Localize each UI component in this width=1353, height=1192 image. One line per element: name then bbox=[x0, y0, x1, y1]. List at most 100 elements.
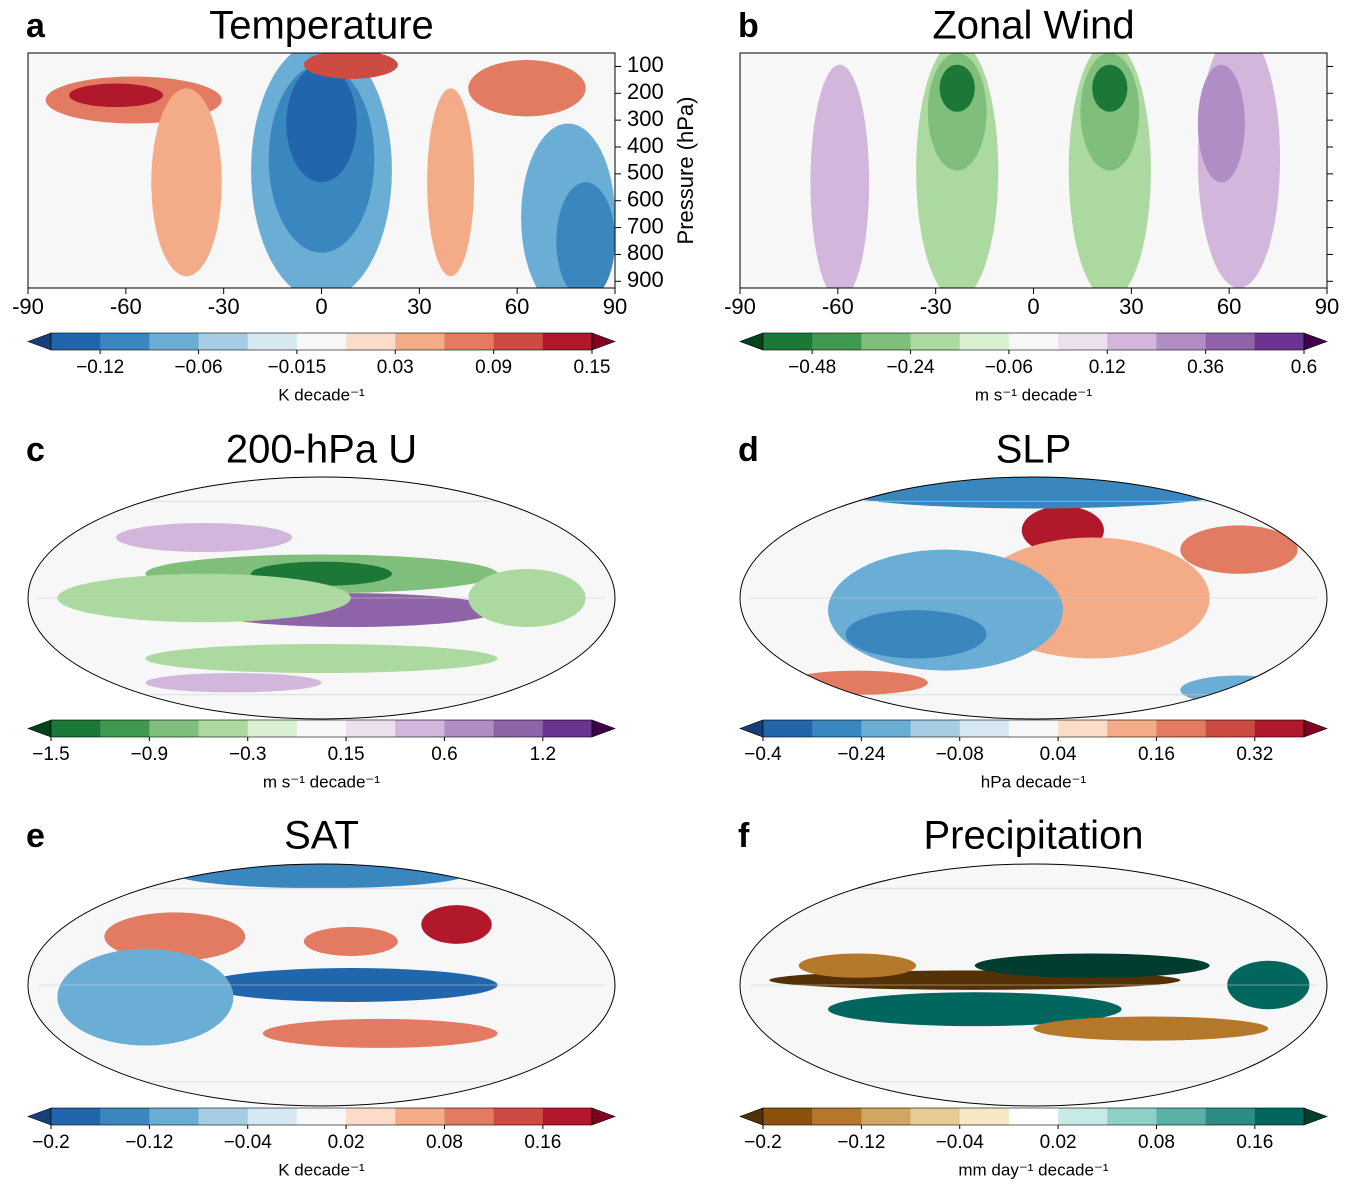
colorbar-segment bbox=[1254, 720, 1305, 737]
colorbar-extend-high bbox=[1303, 1107, 1328, 1126]
panel: c 200-hPa U −1.5 −0.9 −0.3 0.15 0.6 1.2 m s⁻¹ de… bbox=[26, 428, 616, 791]
field bbox=[740, 53, 1327, 288]
colorbar-tick-label: 0.04 bbox=[1040, 744, 1077, 765]
field-shading bbox=[286, 64, 357, 183]
colorbar-segment bbox=[444, 333, 495, 350]
colorbar-segment bbox=[149, 333, 200, 350]
x-tick-label: 60 bbox=[1217, 294, 1241, 319]
field-shading bbox=[421, 905, 492, 944]
field-shading bbox=[468, 60, 586, 117]
panel: b Zonal Wind -90 -60 -30 0 30 60 90 −0.48 −0.24 −0.… bbox=[724, 4, 1339, 405]
colorbar-extend-high bbox=[591, 719, 616, 738]
field-shading bbox=[151, 88, 222, 277]
field-shading bbox=[1092, 64, 1128, 112]
field-shading bbox=[262, 1018, 498, 1048]
map-outline bbox=[739, 476, 1328, 720]
colorbar-tick-label: −0.24 bbox=[837, 744, 886, 765]
colorbar-segment bbox=[395, 720, 445, 737]
colorbar-segment bbox=[100, 333, 150, 350]
colorbar-tick-label: −0.4 bbox=[744, 744, 782, 765]
colorbar-tick-label: −0.04 bbox=[224, 1132, 273, 1153]
field-shading bbox=[1033, 1016, 1269, 1041]
colorbar-segment bbox=[149, 1108, 200, 1125]
field-shading bbox=[57, 948, 234, 1046]
colorbar-extend-high bbox=[1303, 332, 1328, 351]
colorbar-tick-label: 0.12 bbox=[1089, 357, 1126, 378]
y-tick-label: 900 bbox=[627, 267, 664, 292]
colorbar-segment bbox=[444, 1108, 495, 1125]
colorbar-segment bbox=[910, 333, 961, 350]
y-tick-label: 600 bbox=[627, 187, 664, 212]
colorbar-tick-label: 0.03 bbox=[377, 357, 414, 378]
colorbar-tick-label: −0.2 bbox=[32, 1132, 70, 1153]
colorbar-segment bbox=[812, 333, 862, 350]
colorbar-tick-label: −1.5 bbox=[32, 744, 70, 765]
field-shading bbox=[116, 522, 293, 553]
panel-title: Temperature bbox=[209, 4, 434, 48]
colorbar-segment bbox=[247, 720, 298, 737]
colorbar-segment bbox=[346, 720, 396, 737]
colorbar-tick-label: −0.08 bbox=[936, 744, 984, 765]
y-tick-label: 100 bbox=[627, 52, 664, 77]
colorbar-segment bbox=[763, 333, 813, 350]
colorbar-tick-label: 0.08 bbox=[426, 1132, 463, 1153]
y-tick-label: 500 bbox=[627, 160, 664, 185]
colorbar-label: K decade⁻¹ bbox=[278, 1160, 365, 1179]
colorbar-tick-label: −0.12 bbox=[76, 357, 124, 378]
colorbar-segment bbox=[959, 720, 1010, 737]
colorbar-segment bbox=[247, 1108, 298, 1125]
field-shading bbox=[303, 926, 398, 956]
field-shading bbox=[974, 953, 1210, 978]
map-outline bbox=[27, 476, 616, 720]
colorbar-tick-label: 0.02 bbox=[328, 1132, 365, 1153]
field-shading bbox=[427, 88, 475, 277]
field bbox=[29, 477, 615, 719]
colorbar-frame bbox=[50, 1107, 593, 1126]
colorbar-segment bbox=[1205, 1108, 1256, 1125]
colorbar-segment bbox=[1156, 333, 1207, 350]
colorbar-segment bbox=[149, 720, 200, 737]
field-shading bbox=[939, 64, 975, 112]
colorbar-segment bbox=[1107, 1108, 1157, 1125]
x-tick-label: 30 bbox=[407, 294, 431, 319]
colorbar-tick-label: 1.2 bbox=[530, 744, 556, 765]
colorbar-segment bbox=[1058, 1108, 1108, 1125]
colorbar-segment bbox=[1254, 333, 1305, 350]
colorbar-segment bbox=[959, 1108, 1010, 1125]
field bbox=[741, 864, 1327, 1106]
x-tick-label: 60 bbox=[505, 294, 529, 319]
colorbar-segment bbox=[247, 333, 298, 350]
colorbar-tick-label: 0.15 bbox=[574, 357, 611, 378]
colorbar-segment bbox=[395, 1108, 445, 1125]
x-tick-label: -30 bbox=[208, 294, 240, 319]
y-tick-label: 800 bbox=[627, 240, 664, 265]
colorbar-tick-label: 0.16 bbox=[1236, 1132, 1273, 1153]
colorbar-extend-high bbox=[1303, 719, 1328, 738]
colorbar-tick-label: 0.09 bbox=[475, 357, 512, 378]
panel-letter: d bbox=[738, 431, 759, 469]
colorbar-segment bbox=[395, 333, 445, 350]
colorbar-segment bbox=[493, 720, 544, 737]
colorbar-frame bbox=[50, 332, 593, 351]
colorbar-frame bbox=[50, 719, 593, 738]
field-shading bbox=[1197, 64, 1245, 183]
colorbar-segment bbox=[198, 1108, 249, 1125]
colorbar-segment bbox=[542, 333, 593, 350]
panel-title: SLP bbox=[996, 428, 1072, 472]
colorbar-tick-label: 0.6 bbox=[1291, 357, 1317, 378]
colorbar-segment bbox=[1058, 333, 1108, 350]
colorbar-tick-label: −0.06 bbox=[175, 357, 223, 378]
panel-title: 200-hPa U bbox=[226, 428, 417, 472]
colorbar-tick-label: −0.24 bbox=[887, 357, 936, 378]
field-shading bbox=[145, 643, 498, 674]
field-shading bbox=[556, 182, 615, 288]
colorbar-segment bbox=[812, 1108, 862, 1125]
field-shading bbox=[145, 673, 322, 693]
colorbar-segment bbox=[493, 1108, 544, 1125]
colorbar-segment bbox=[861, 333, 912, 350]
colorbar-segment bbox=[1107, 720, 1157, 737]
colorbar-segment bbox=[542, 1108, 593, 1125]
colorbar-segment bbox=[1156, 720, 1207, 737]
y-tick-label: 400 bbox=[627, 133, 664, 158]
